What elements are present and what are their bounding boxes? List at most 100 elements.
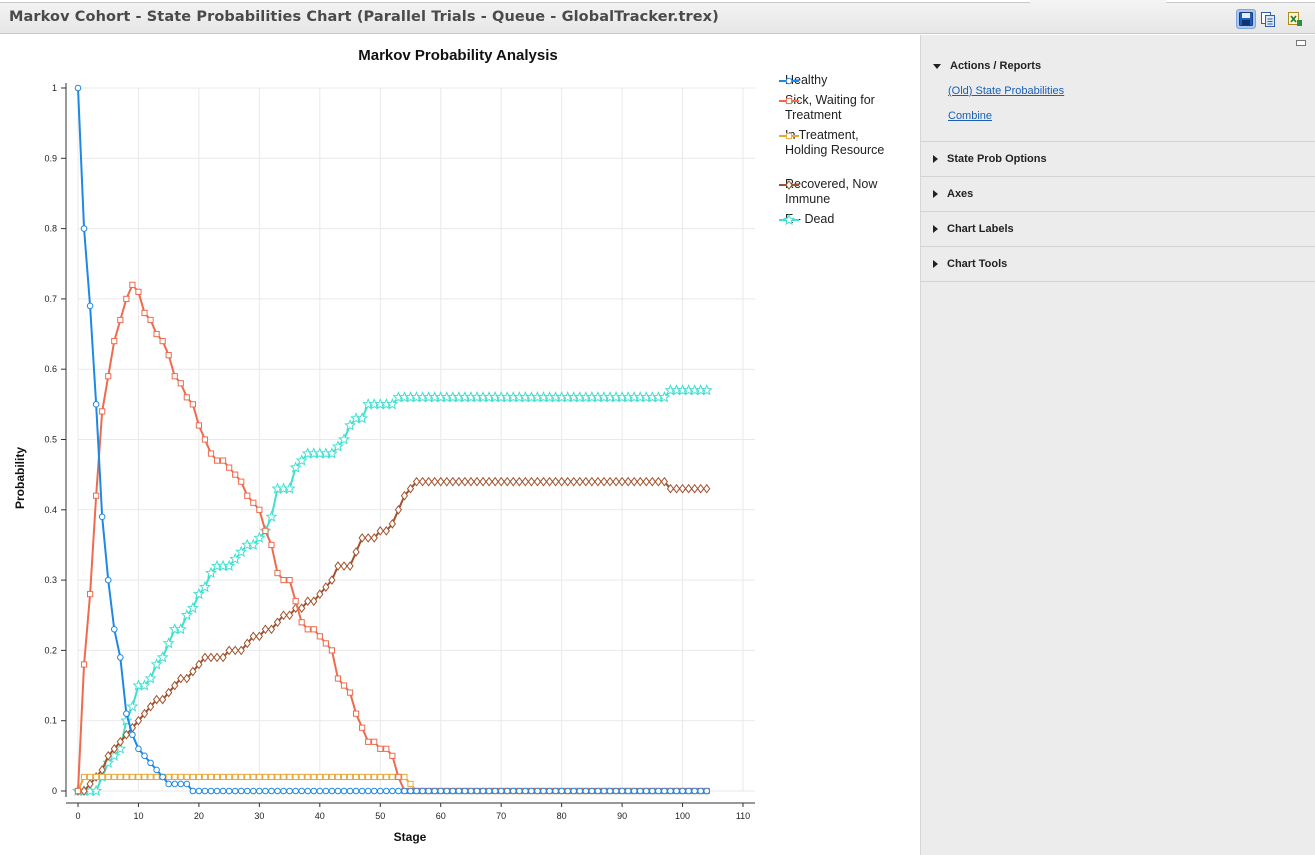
x-tick-label: 110 xyxy=(736,811,750,821)
legend-item[interactable]: E - Dead xyxy=(779,212,893,227)
old-state-probabilities-link[interactable]: (Old) State Probabilities xyxy=(948,85,1065,97)
data-point-in-treatment-holding-resource xyxy=(280,773,287,781)
data-point-sick-waiting-for-treatment xyxy=(219,457,227,464)
data-point-in-treatment-holding-resource xyxy=(183,773,190,781)
legend-swatch xyxy=(779,132,799,140)
section-header-state-prob-options[interactable]: State Prob Options xyxy=(921,142,1315,176)
y-tick-label: 0.4 xyxy=(44,505,57,515)
legend-item[interactable]: Recovered, Now Immune xyxy=(779,177,893,207)
data-point-in-treatment-holding-resource xyxy=(298,773,305,781)
section-header-chart-tools[interactable]: Chart Tools xyxy=(921,247,1315,281)
data-point-e-dead xyxy=(247,538,260,551)
y-tick-label: 0.6 xyxy=(44,364,57,374)
data-point-sick-waiting-for-treatment xyxy=(153,330,160,338)
data-point-sick-waiting-for-treatment xyxy=(195,422,203,429)
save-icon xyxy=(1239,12,1253,26)
data-point-healthy xyxy=(588,787,596,795)
data-point-sick-waiting-for-treatment xyxy=(117,316,124,324)
data-point-recovered-now-immune xyxy=(588,476,596,487)
data-point-healthy xyxy=(340,787,348,795)
data-point-recovered-now-immune xyxy=(243,638,251,649)
data-point-sick-waiting-for-treatment xyxy=(147,316,154,324)
data-point-recovered-now-immune xyxy=(691,483,699,494)
copy-button[interactable] xyxy=(1258,9,1278,29)
legend-marker xyxy=(783,214,795,226)
data-point-sick-waiting-for-treatment xyxy=(334,675,342,682)
data-point-sick-waiting-for-treatment xyxy=(86,591,94,598)
data-point-recovered-now-immune xyxy=(479,476,487,487)
data-point-healthy xyxy=(425,787,432,795)
data-point-healthy xyxy=(243,787,251,795)
data-point-sick-waiting-for-treatment xyxy=(352,710,360,717)
data-point-healthy xyxy=(328,787,336,795)
data-point-sick-waiting-for-treatment xyxy=(274,569,281,577)
data-point-healthy xyxy=(195,787,203,795)
data-point-healthy xyxy=(443,787,451,795)
data-point-recovered-now-immune xyxy=(564,476,572,487)
data-point-sick-waiting-for-treatment xyxy=(165,352,172,359)
data-point-e-dead xyxy=(229,552,242,565)
data-point-in-treatment-holding-resource xyxy=(262,773,269,781)
data-point-healthy xyxy=(171,780,179,788)
data-point-sick-waiting-for-treatment xyxy=(189,401,196,408)
series-recovered-now-immune xyxy=(74,476,711,796)
data-point-e-dead xyxy=(90,784,103,797)
legend-marker xyxy=(785,77,793,85)
section-header-actions-reports[interactable]: Actions / Reports xyxy=(921,49,1315,83)
data-point-sick-waiting-for-treatment xyxy=(232,471,239,478)
data-point-sick-waiting-for-treatment xyxy=(159,337,166,345)
data-point-sick-waiting-for-treatment xyxy=(226,464,233,471)
data-point-recovered-now-immune xyxy=(195,659,203,670)
data-point-healthy xyxy=(292,787,299,795)
data-point-healthy xyxy=(703,787,711,795)
data-point-recovered-now-immune xyxy=(298,603,306,614)
data-point-recovered-now-immune xyxy=(630,476,638,487)
data-point-e-dead xyxy=(265,510,278,522)
legend-item[interactable]: Healthy xyxy=(779,73,893,88)
data-point-sick-waiting-for-treatment xyxy=(244,492,251,499)
data-point-recovered-now-immune xyxy=(509,476,517,487)
data-point-healthy xyxy=(509,787,517,795)
legend-label: Recovered, Now Immune xyxy=(785,177,878,206)
data-point-sick-waiting-for-treatment xyxy=(340,682,348,689)
data-point-healthy xyxy=(497,787,505,795)
combine-link[interactable]: Combine xyxy=(948,110,993,122)
data-point-sick-waiting-for-treatment xyxy=(346,689,354,696)
data-point-healthy xyxy=(352,787,360,795)
data-point-recovered-now-immune xyxy=(406,483,415,494)
minimize-panel-button[interactable] xyxy=(1296,40,1306,46)
data-point-recovered-now-immune xyxy=(425,476,433,487)
data-point-healthy xyxy=(104,576,112,584)
data-point-in-treatment-holding-resource xyxy=(135,773,142,781)
data-point-recovered-now-immune xyxy=(612,476,620,487)
export-excel-button[interactable] xyxy=(1285,9,1305,29)
data-point-healthy xyxy=(147,759,154,767)
legend-item[interactable]: In Treatment, Holding Resource xyxy=(779,128,893,158)
data-point-e-dead xyxy=(253,531,266,544)
data-point-healthy xyxy=(564,787,571,795)
data-point-healthy xyxy=(213,787,221,795)
data-point-in-treatment-holding-resource xyxy=(232,773,239,781)
data-point-recovered-now-immune xyxy=(159,694,167,705)
data-point-e-dead xyxy=(126,700,139,712)
data-point-e-dead xyxy=(180,608,193,621)
x-axis-label: Stage xyxy=(394,830,427,844)
data-point-healthy xyxy=(570,787,578,795)
data-point-healthy xyxy=(86,302,94,310)
data-point-recovered-now-immune xyxy=(225,645,233,656)
data-point-recovered-now-immune xyxy=(165,687,173,698)
data-point-recovered-now-immune xyxy=(364,533,372,543)
data-point-sick-waiting-for-treatment xyxy=(201,436,209,443)
section-header-axes[interactable]: Axes xyxy=(921,177,1315,211)
data-point-recovered-now-immune xyxy=(684,483,693,494)
section-header-chart-labels[interactable]: Chart Labels xyxy=(921,212,1315,246)
legend-item[interactable]: Sick, Waiting for Treatment xyxy=(779,93,893,123)
data-point-sick-waiting-for-treatment xyxy=(280,577,287,584)
save-button[interactable] xyxy=(1236,9,1256,29)
data-point-recovered-now-immune xyxy=(648,476,656,487)
data-point-healthy xyxy=(455,787,463,795)
data-point-e-dead xyxy=(102,756,115,768)
data-point-healthy xyxy=(364,787,372,795)
chart-axes: 0 10 20 30 40 50 60 70 80 90 100 110 0 0.1 0.2 0.3 0.4 0.… xyxy=(44,83,755,821)
data-point-sick-waiting-for-treatment xyxy=(371,738,378,745)
